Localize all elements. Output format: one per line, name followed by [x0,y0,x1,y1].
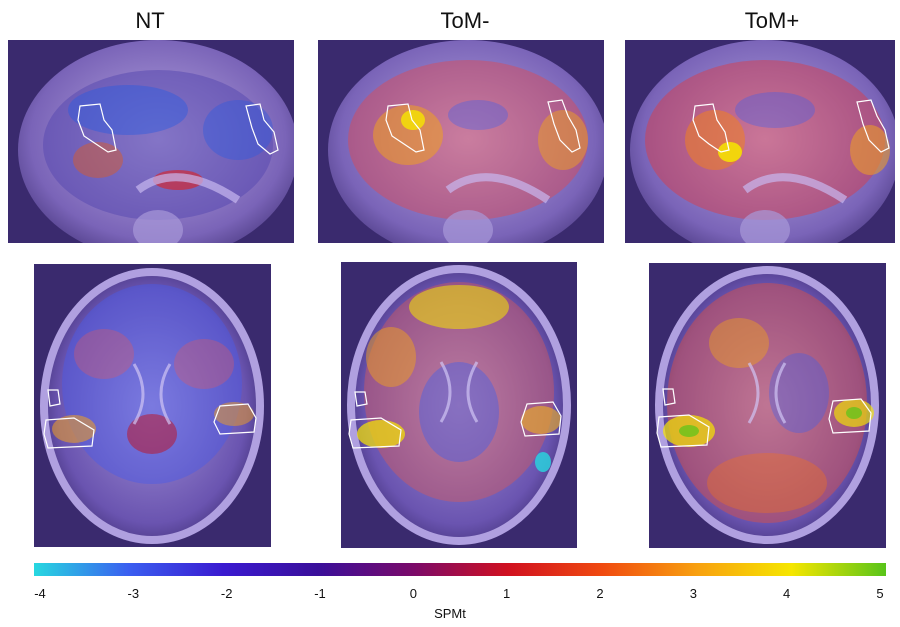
roi-outline [547,99,581,153]
column-title-tom-plus: ToM+ [744,8,800,33]
sagittal-panel-tom-minus [318,40,604,243]
axial-brain-image-tom-plus [649,263,886,548]
sagittal-brain-image-nt [8,40,294,243]
colorbar-tick-label: 3 [689,586,697,601]
colorbar-tick-label: -3 [127,586,140,601]
colorbar-tick-label: 4 [783,586,791,601]
colorbar-tick-label: 2 [596,586,604,601]
axial-panel-nt [34,264,271,547]
roi-outline [43,417,95,449]
colorbar-tick-label: -1 [314,586,326,601]
roi-outline [520,401,562,437]
axial-brain-image-tom-minus [341,262,577,548]
roi-outline [354,391,368,407]
colorbar-tick-label: 5 [876,586,884,601]
sagittal-panel-tom-plus [625,40,895,243]
roi-outline [856,99,890,153]
roi-outline [692,103,730,153]
axial-panel-tom-minus [341,262,577,548]
roi-outline [828,398,872,434]
roi-outline [245,103,279,155]
colorbar-tick-label: 1 [503,586,511,601]
sagittal-brain-image-tom-plus [625,40,895,243]
roi-outline [213,403,257,435]
roi-outline [47,389,61,407]
column-title-tom-minus: ToM- [440,8,490,33]
axial-panel-tom-plus [649,263,886,548]
axial-brain-image-nt [34,264,271,547]
colorbar [34,563,886,576]
sagittal-brain-image-tom-minus [318,40,604,243]
sagittal-panel-nt [8,40,294,243]
roi-outline [77,103,117,153]
colorbar-tick-label: 0 [409,586,417,601]
roi-outline [385,103,425,153]
colorbar-tick-label: -2 [220,586,233,601]
roi-outline [348,417,402,449]
roi-outline [662,388,676,406]
column-title-nt: NT [135,8,165,33]
colorbar-label: SPMt [434,606,466,621]
colorbar-tick-label: -4 [34,586,46,601]
roi-outline [656,414,710,448]
